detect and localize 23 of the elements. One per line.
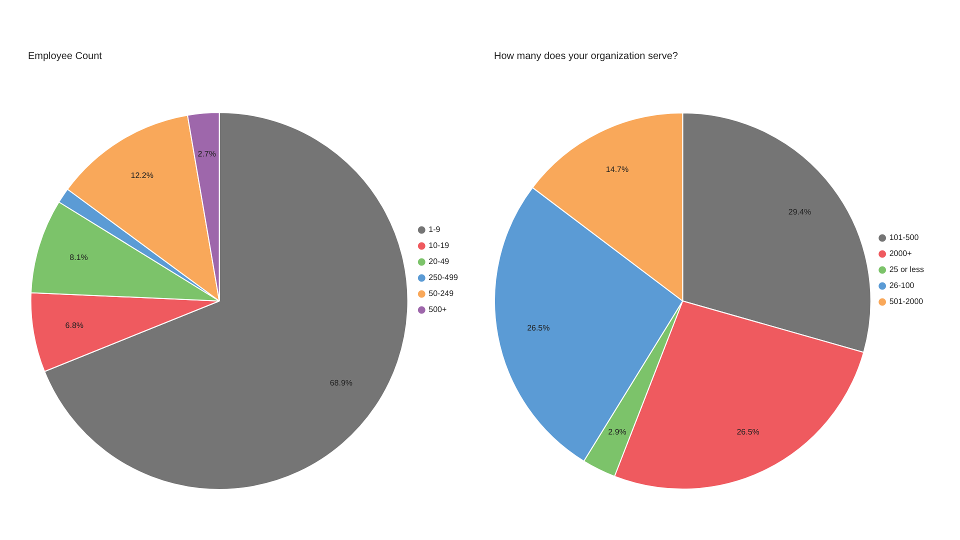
data-label: 8.1% <box>70 252 88 262</box>
data-label: 68.9% <box>330 378 353 388</box>
legend-label: 1-9 <box>428 225 441 234</box>
legend-label: 20-49 <box>428 257 450 266</box>
data-label: 29.4% <box>788 208 812 217</box>
data-label: 12.2% <box>130 171 154 180</box>
legend-label: 500+ <box>428 305 447 314</box>
legend-label: 501-2000 <box>889 297 924 306</box>
data-label: 26.5% <box>736 428 760 437</box>
legend-label: 101-500 <box>889 233 920 242</box>
legend-label: 250-499 <box>428 273 459 282</box>
chart-title: How many does your organization serve? <box>494 50 678 62</box>
data-label: 2.9% <box>608 428 626 437</box>
chart-title: Employee Count <box>28 50 102 62</box>
legend-label: 26-100 <box>889 281 915 290</box>
legend-label: 25 or less <box>889 265 924 274</box>
legend-label: 10-19 <box>428 241 450 250</box>
data-label: 26.5% <box>527 323 550 332</box>
data-label: 2.7% <box>198 150 216 159</box>
legend-label: 2000+ <box>889 249 912 258</box>
data-label: 6.8% <box>65 321 84 330</box>
legend-label: 50-249 <box>428 289 454 298</box>
data-label: 14.7% <box>606 164 629 174</box>
